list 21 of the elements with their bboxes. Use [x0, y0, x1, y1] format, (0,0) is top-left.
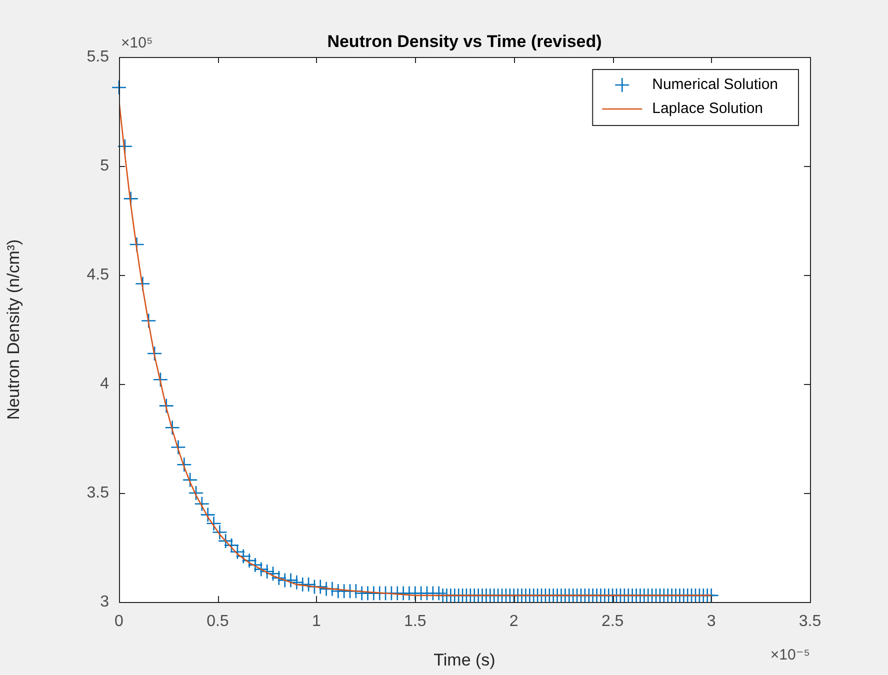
y-tick-label: 3 — [100, 593, 110, 610]
x-tick-label: 3.5 — [798, 613, 822, 630]
x-tick-label: 0 — [114, 613, 124, 630]
text: ×10⁵ — [121, 34, 153, 52]
y-tick-label: 5 — [100, 157, 110, 174]
chart-title: Neutron Density vs Time (revised) — [327, 32, 602, 52]
y-tick-label: 4 — [100, 375, 110, 392]
x-tick-label: 3 — [706, 613, 716, 630]
y-axis-title: Neutron Density (n/cm³) — [4, 239, 23, 420]
x-tick-label: 1 — [312, 613, 321, 630]
x-axis-title: Time (s) — [434, 650, 496, 670]
legend-label: Laplace Solution — [652, 100, 764, 118]
x-tick-label: 2.5 — [601, 613, 624, 630]
legend-label: Numerical Solution — [652, 76, 778, 94]
x-tick-label: 1.5 — [404, 613, 426, 630]
x-tick-label: 0.5 — [206, 613, 229, 630]
text: ×10⁻⁵ — [770, 646, 810, 664]
y-tick-label: 3.5 — [86, 484, 110, 502]
y-tick-label: 4.5 — [86, 266, 110, 284]
y-tick-label: 5.5 — [86, 48, 110, 66]
x-tick-label: 2 — [509, 613, 518, 630]
